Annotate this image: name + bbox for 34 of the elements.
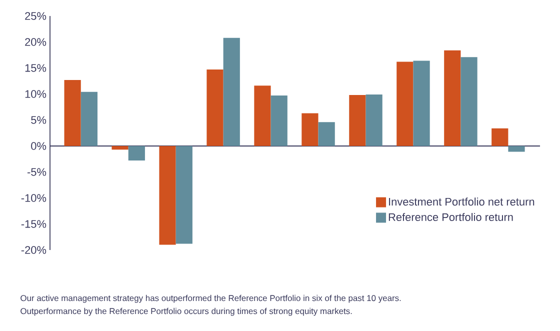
y-tick-label: -10% xyxy=(21,194,46,202)
bar xyxy=(128,146,145,161)
bar xyxy=(349,95,366,146)
bar xyxy=(223,38,240,146)
y-tick-label: 15% xyxy=(25,64,46,72)
y-tick-label: -5% xyxy=(27,168,46,176)
bar xyxy=(176,146,192,244)
bar xyxy=(254,86,271,146)
bar xyxy=(444,50,461,146)
bar xyxy=(366,94,382,146)
y-tick-label: 5% xyxy=(31,116,46,124)
y-tick-label: 25% xyxy=(25,12,46,20)
bar xyxy=(492,128,508,146)
legend-label: Investment Portfolio net return xyxy=(389,198,534,206)
bar xyxy=(413,60,430,146)
bar xyxy=(318,122,335,146)
bar xyxy=(64,80,81,146)
text: Our active management strategy has outperformed the Reference Portfolio in six of the past 10 years. xyxy=(20,294,401,303)
bar xyxy=(508,146,525,152)
y-tick-label: 10% xyxy=(25,90,46,98)
bar xyxy=(159,146,176,245)
y-tick-label: 20% xyxy=(25,38,46,46)
y-tick-label: 0% xyxy=(31,142,46,150)
y-tick-label: -15% xyxy=(21,220,46,228)
text: Outperformance by the Reference Portfolio occurs during times of strong equity markets. xyxy=(20,308,352,316)
bar xyxy=(302,113,318,146)
bar xyxy=(270,96,288,146)
bar xyxy=(80,92,98,146)
y-tick-label: -20% xyxy=(21,246,46,254)
bar xyxy=(460,57,478,146)
legend-label: Reference Portfolio return xyxy=(388,212,513,222)
bar xyxy=(206,70,224,146)
bar xyxy=(112,146,128,150)
bar xyxy=(396,62,414,146)
